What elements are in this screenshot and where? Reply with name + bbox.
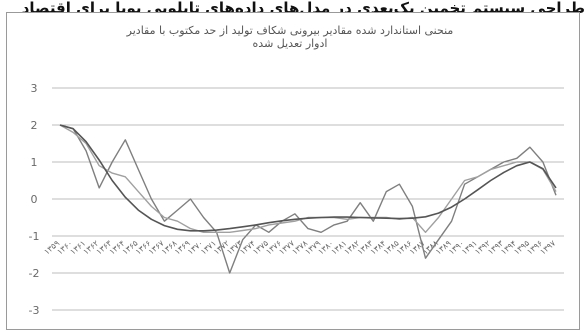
series-line: [59, 124, 557, 232]
y-tick-label: 1: [31, 156, 38, 169]
chart-title: منحنی استاندارد شده مقادیر بیرونی شکاف ت…: [126, 24, 454, 50]
y-tick-label: -2: [29, 267, 40, 280]
y-tick-label: 0: [31, 193, 38, 206]
chart-frame: [6, 12, 580, 330]
y-tick-label: 3: [31, 82, 38, 95]
y-tick-label: -1: [29, 230, 40, 243]
series-line: [59, 124, 557, 234]
y-tick-label: -3: [29, 304, 40, 317]
series-line: [59, 124, 557, 274]
y-tick-label: 2: [31, 119, 38, 132]
x-tick-label: ۱۳۹۷: [538, 238, 557, 256]
